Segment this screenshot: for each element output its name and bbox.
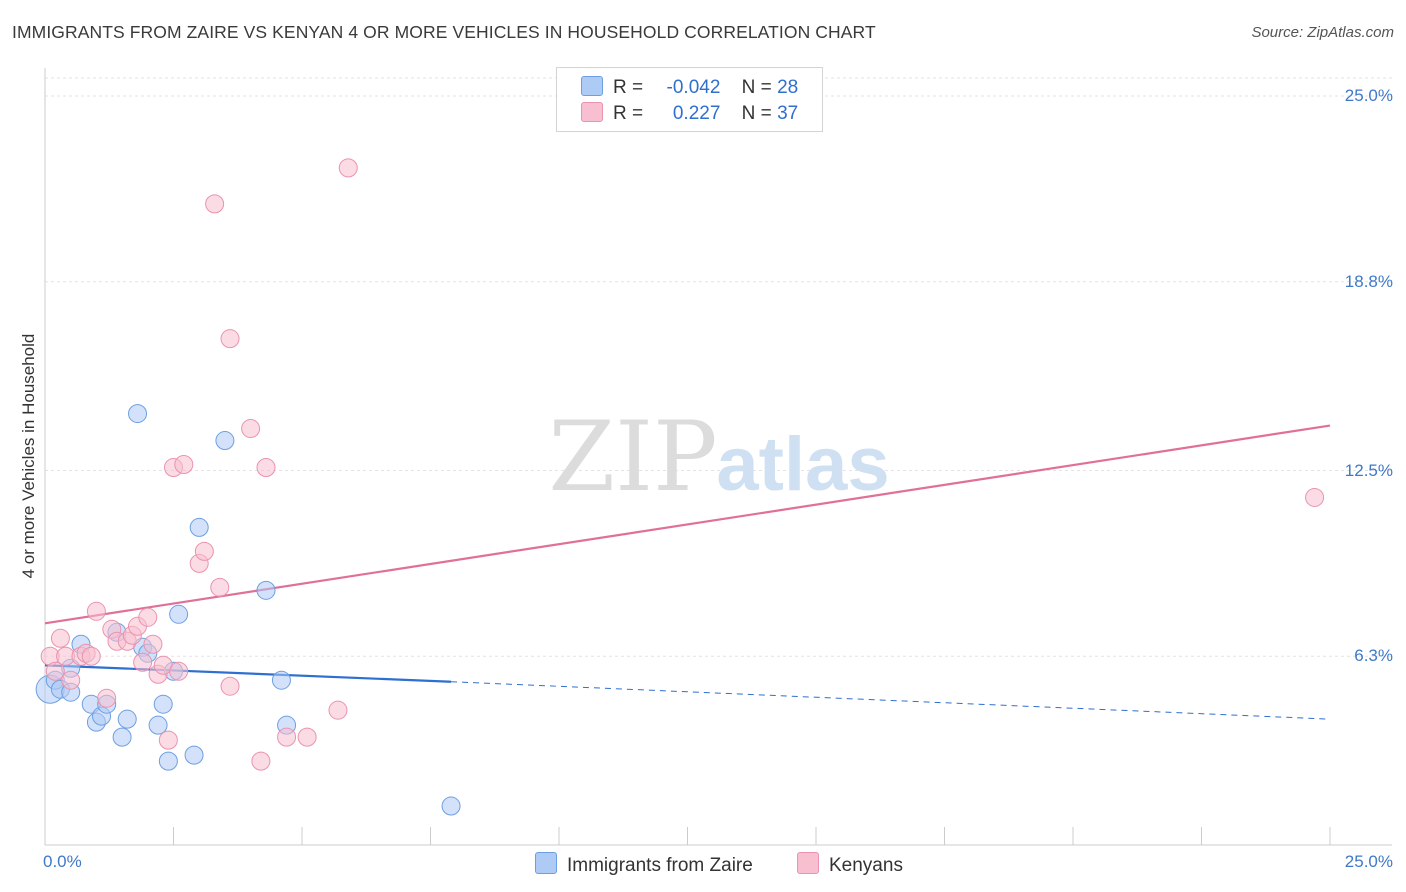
data-point — [138, 607, 158, 627]
y-tick-label: 12.5% — [1344, 460, 1393, 480]
data-point — [112, 727, 132, 747]
y-tick-label: 25.0% — [1344, 86, 1393, 105]
stats-legend: R = -0.042 N = 28 R = 0.227 N = 37 — [556, 67, 823, 132]
data-point — [441, 796, 461, 816]
legend-item-kenyans[interactable]: Kenyans — [797, 852, 903, 877]
data-point — [81, 646, 101, 666]
data-point — [205, 194, 225, 214]
y-tick-label: 18.8% — [1344, 271, 1393, 291]
data-point — [61, 670, 81, 690]
data-point — [184, 745, 204, 765]
data-point — [143, 634, 163, 654]
data-point — [133, 652, 153, 672]
data-point — [210, 577, 230, 597]
data-point — [220, 676, 240, 696]
r-value-kenyans: 0.227 — [672, 103, 721, 124]
data-point — [169, 661, 189, 681]
data-point — [117, 709, 137, 729]
axes — [44, 68, 1392, 846]
n-value-zaire: 28 — [777, 77, 799, 98]
x-tick-label: 25.0% — [1344, 852, 1393, 871]
zaire-swatch — [535, 852, 557, 874]
n-value-kenyans: 37 — [777, 103, 799, 124]
data-point — [215, 431, 235, 451]
data-point — [277, 727, 297, 747]
data-point — [256, 458, 276, 478]
zaire-swatch — [581, 76, 603, 96]
n-label: N = — [741, 77, 772, 98]
y-axis-label: 4 or more Vehicles in Household — [19, 333, 38, 579]
gridlines — [45, 77, 1392, 657]
data-point — [297, 727, 317, 747]
data-point — [45, 661, 65, 681]
watermark-atlas: atlas — [716, 422, 889, 507]
trend-line-0 — [44, 664, 452, 683]
data-point — [189, 517, 209, 537]
kenyans-swatch — [797, 852, 819, 874]
data-point — [271, 670, 291, 690]
r-value-zaire: -0.042 — [666, 77, 721, 98]
chart-title: IMMIGRANTS FROM ZAIRE VS KENYAN 4 OR MOR… — [12, 22, 876, 42]
legend-label-kenyans: Kenyans — [829, 855, 903, 876]
kenyans-swatch — [581, 102, 603, 122]
data-point — [328, 700, 348, 720]
source-credit: Source: ZipAtlas.com — [1251, 24, 1394, 41]
trend-line-extension-0 — [451, 681, 1331, 720]
watermark-zip: ZIP — [548, 401, 717, 513]
data-point — [174, 455, 194, 475]
data-point — [256, 580, 276, 600]
data-point — [241, 419, 261, 439]
legend-item-zaire[interactable]: Immigrants from Zaire — [535, 852, 753, 877]
data-point — [169, 604, 189, 624]
data-point — [251, 751, 271, 771]
y-tick-label: 6.3% — [1354, 646, 1393, 666]
data-point — [97, 688, 117, 708]
data-point — [148, 715, 168, 735]
data-point — [338, 158, 358, 178]
data-point — [158, 730, 178, 750]
legend-label-zaire: Immigrants from Zaire — [567, 855, 753, 876]
stats-legend-row-zaire: R = -0.042 N = 28 — [581, 76, 798, 99]
data-point — [86, 601, 106, 621]
data-point — [1305, 487, 1325, 507]
r-label: R = — [613, 77, 644, 98]
stats-legend-row-kenyans: R = 0.227 N = 37 — [581, 102, 798, 125]
data-point — [50, 628, 70, 648]
n-label: N = — [741, 103, 772, 124]
data-point — [128, 404, 148, 424]
x-tick-label: 0.0% — [43, 852, 82, 871]
r-label: R = — [613, 103, 644, 124]
data-points — [35, 158, 1325, 816]
data-point — [158, 751, 178, 771]
data-point — [194, 541, 214, 561]
data-point — [220, 329, 240, 349]
data-point — [153, 694, 173, 714]
